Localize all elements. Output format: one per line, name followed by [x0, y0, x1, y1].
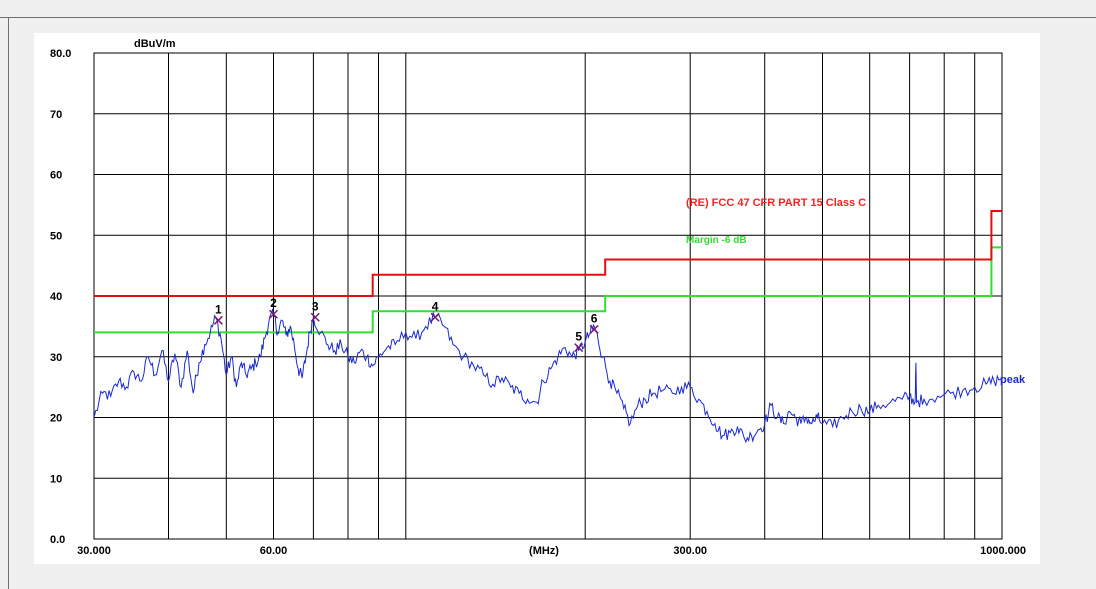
marker-cross-icon [268, 309, 279, 319]
marker-label: 2 [270, 296, 277, 310]
y-axis-label: dBuV/m [134, 38, 176, 50]
peak-marker: 1 [213, 302, 223, 325]
marker-cross-icon [310, 312, 320, 322]
y-tick-label: 20 [50, 413, 62, 425]
x-tick-label: 300.00 [673, 545, 707, 557]
peak-marker: 4 [430, 299, 440, 322]
y-tick-label: 0.0 [50, 534, 65, 546]
marker-label: 3 [312, 299, 319, 313]
marker-cross-icon [213, 315, 223, 325]
legend-limit-label: (RE) FCC 47 CFR PART 15 Class C [686, 197, 866, 209]
y-tick-label: 80.0 [50, 48, 71, 60]
y-tick-label: 10 [50, 473, 62, 485]
peak-marker: 2 [268, 296, 279, 319]
x-tick-label: 1000.000 [980, 545, 1026, 557]
y-tick-label: 70 [50, 109, 62, 121]
peak-trace-layer [93, 308, 1003, 444]
peak-marker: 3 [310, 299, 320, 322]
limit-lines [94, 210, 1002, 334]
marker-layer: 1 2 3 4 56 [213, 296, 599, 353]
y-tick-label: 40 [50, 291, 62, 303]
marker-label: 5 [575, 330, 582, 344]
x-axis-ticks: 30.000 60.00 300.00 1000.000 [77, 545, 1026, 557]
y-axis-ticks: 0.0 10 20 30 40 50 60 70 80.0 [50, 48, 71, 546]
x-tick-label: 60.00 [260, 545, 288, 557]
marker-label: 4 [432, 299, 439, 313]
x-axis-label: (MHz) [529, 545, 559, 557]
peak-marker: 5 [574, 330, 584, 353]
y-tick-label: 30 [50, 352, 62, 364]
marker-label: 6 [591, 311, 598, 325]
window-left-border [8, 17, 9, 589]
marker-cross-icon [430, 312, 440, 322]
x-tick-label: 30.000 [77, 545, 111, 557]
limit-line [94, 210, 1002, 297]
y-tick-label: 50 [50, 230, 62, 242]
marker-cross-icon [574, 343, 584, 353]
legend-margin-label: Margin -6 dB [686, 235, 747, 246]
emission-chart: 1 2 3 4 56 0.0 10 20 30 40 50 60 70 80.0 30.000 60.00… [50, 38, 1026, 557]
y-tick-label: 60 [50, 170, 62, 182]
peak-trace [93, 308, 1003, 444]
marker-label: 1 [215, 302, 222, 316]
marker-cross-icon [589, 324, 599, 334]
window-top-strip [0, 0, 1096, 18]
trace-name-label: peak [1000, 374, 1026, 386]
peak-marker: 6 [589, 311, 599, 334]
